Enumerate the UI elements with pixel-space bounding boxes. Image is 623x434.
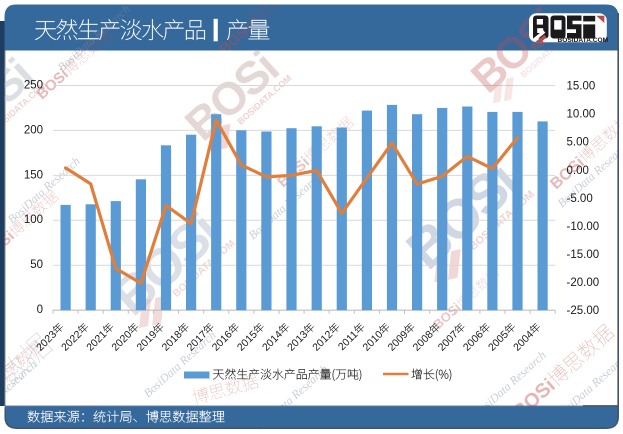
svg-text:250: 250 [24, 79, 43, 91]
svg-text:-10.00: -10.00 [567, 221, 600, 233]
svg-text:200: 200 [24, 124, 43, 136]
svg-text:15.00: 15.00 [567, 81, 596, 93]
svg-text:5.00: 5.00 [567, 137, 589, 149]
svg-text:50: 50 [30, 259, 43, 271]
svg-text:-5.00: -5.00 [567, 193, 593, 205]
svg-text:-20.00: -20.00 [567, 277, 600, 289]
svg-text:0: 0 [37, 304, 43, 316]
svg-text:150: 150 [24, 169, 43, 181]
svg-text:0.00: 0.00 [567, 165, 589, 177]
svg-text:-15.00: -15.00 [567, 249, 600, 261]
svg-text:-25.00: -25.00 [567, 305, 600, 317]
svg-text:10.00: 10.00 [567, 109, 596, 121]
svg-text:BOSIDATA.COM: BOSIDATA.COM [558, 37, 609, 44]
svg-text:100: 100 [24, 214, 43, 226]
